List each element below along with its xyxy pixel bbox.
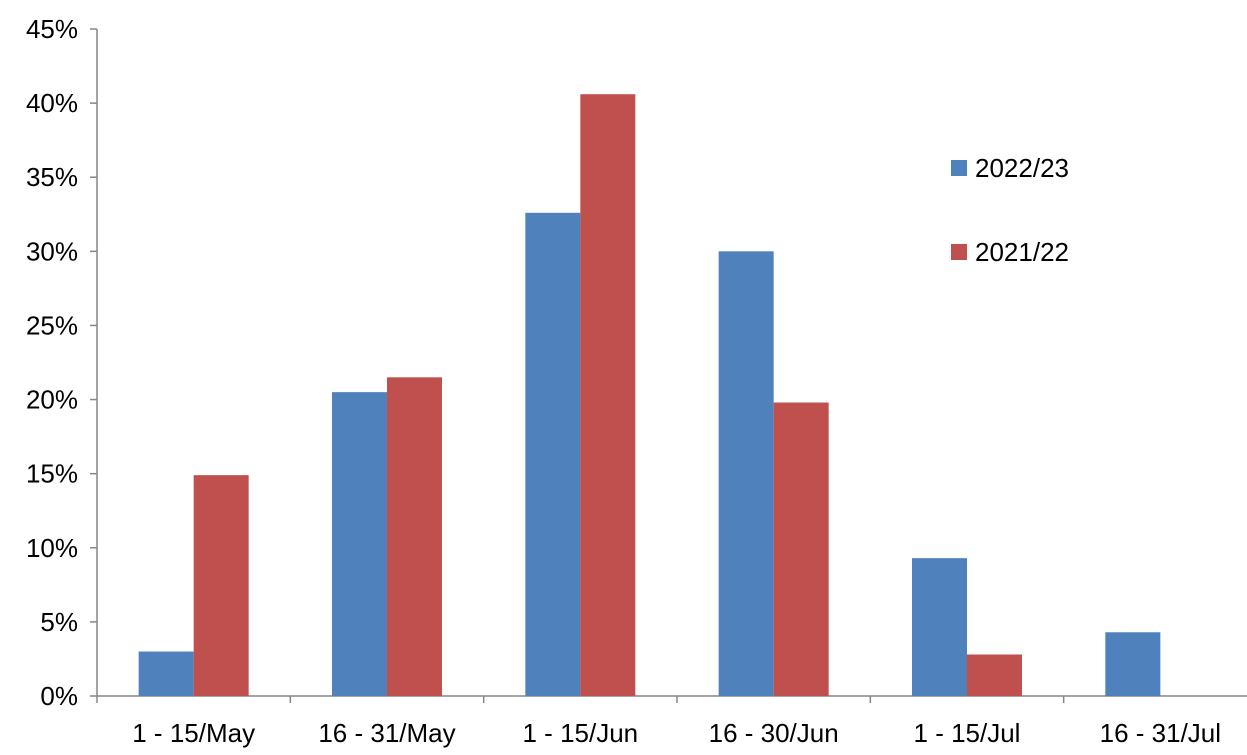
legend-swatch <box>951 160 967 176</box>
bar-2022-23-3 <box>525 212 581 696</box>
legend-label: 2022/23 <box>975 153 1069 183</box>
x-tick-label: 1 - 15/Jun <box>523 718 639 748</box>
y-tick-label: 40% <box>26 88 78 118</box>
legend-label: 2021/22 <box>975 237 1069 267</box>
y-tick-label: 45% <box>26 14 78 44</box>
y-tick-label: 10% <box>26 533 78 563</box>
x-tick-label: 16 - 31/May <box>318 718 455 748</box>
x-tick-label: 1 - 15/Jul <box>914 718 1021 748</box>
x-tick-label: 16 - 30/Jun <box>709 718 839 748</box>
y-tick-label: 25% <box>26 310 78 340</box>
legend-swatch <box>951 244 967 260</box>
x-tick-label: 1 - 15/May <box>132 718 255 748</box>
bar-2021-22-4 <box>773 402 829 696</box>
bar-2021-22-1 <box>193 475 249 696</box>
x-tick-labels: 1 - 15/May 16 - 31/May 1 - 15/Jun 16 - 30/J… <box>132 718 1221 748</box>
bar-2021-22-3 <box>580 94 636 697</box>
y-tick-label: 5% <box>40 607 78 637</box>
y-tick-label: 20% <box>26 385 78 415</box>
chart-axes <box>90 28 1247 703</box>
legend: 2022/23 2021/22 <box>951 153 1069 267</box>
bar-2021-22-2 <box>387 377 442 696</box>
bar-2021-22-5 <box>967 654 1022 696</box>
bar-2022-23-4 <box>718 251 774 697</box>
bar-2022-23-6 <box>1105 632 1161 696</box>
x-tick-label: 16 - 31/Jul <box>1100 718 1221 748</box>
y-tick-labels: 0% 5% 10% 15% 20% 25% 30% 35% 40% 45% <box>26 14 78 711</box>
bar-2022-23-2 <box>332 392 387 696</box>
y-tick-label: 15% <box>26 459 78 489</box>
bars <box>138 94 1161 697</box>
bar-2022-23-1 <box>138 651 194 696</box>
y-tick-label: 30% <box>26 236 78 266</box>
y-tick-label: 0% <box>40 681 78 711</box>
y-tick-label: 35% <box>26 162 78 192</box>
bar-2022-23-5 <box>912 558 967 696</box>
